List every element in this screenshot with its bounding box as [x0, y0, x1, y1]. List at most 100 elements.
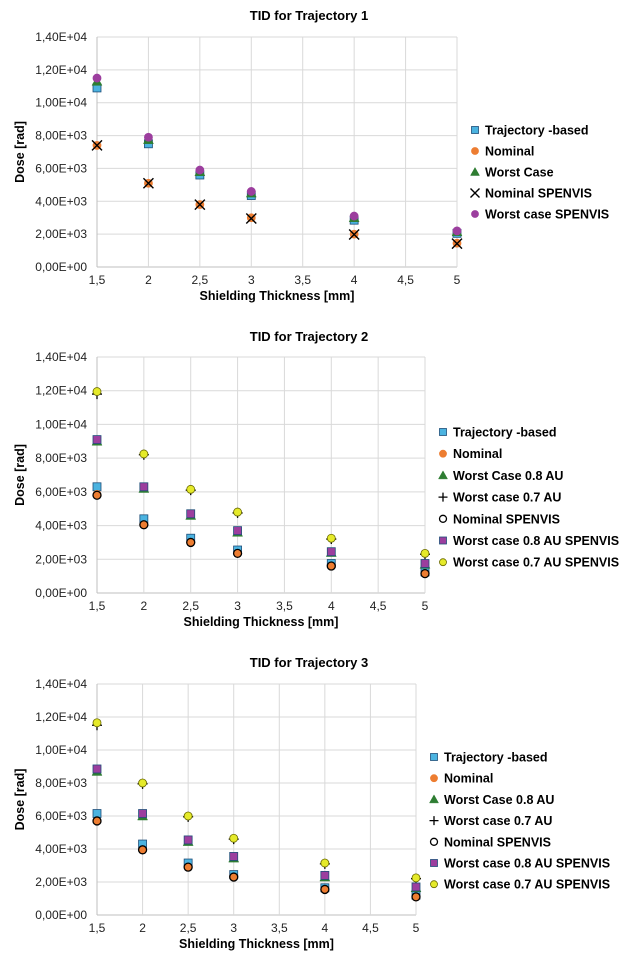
data-point [92, 764, 102, 774]
y-tick-label: 1,40E+04 [35, 30, 87, 44]
data-point [183, 811, 193, 821]
series-2 [92, 816, 421, 902]
y-tick-label: 1,00E+04 [35, 96, 87, 110]
chart-title: TID for Trajectory 2 [250, 329, 368, 344]
y-tick-label: 2,00E+03 [35, 875, 87, 889]
legend-marker [429, 816, 439, 826]
x-tick-label: 4,5 [362, 921, 379, 935]
legend-marker [471, 147, 479, 155]
x-tick-label: 4,5 [397, 273, 414, 287]
legend-label: Worst case 0.7 AU SPENVIS [453, 556, 619, 570]
series-6 [92, 764, 421, 892]
data-point [411, 873, 421, 883]
y-tick-label: 1,40E+04 [35, 677, 87, 691]
legend-marker [439, 449, 447, 458]
series-7 [92, 387, 430, 558]
y-tick-label: 6,00E+03 [35, 161, 87, 175]
x-axis-label: Shielding Thickness [mm] [200, 289, 355, 303]
data-point [232, 548, 243, 559]
y-tick-label: 1,00E+04 [35, 417, 87, 431]
data-point [138, 809, 147, 818]
y-tick-label: 8,00E+03 [35, 776, 87, 790]
legend-label: Nominal [444, 772, 493, 786]
data-point [92, 490, 102, 500]
y-tick-label: 1,00E+04 [35, 743, 87, 757]
x-tick-label: 2 [145, 273, 152, 287]
y-tick-label: 6,00E+03 [35, 485, 87, 499]
legend-label: Worst case 0.8 AU SPENVIS [453, 534, 619, 548]
data-point [246, 187, 256, 196]
data-point [320, 858, 330, 868]
data-point [142, 177, 154, 189]
series-5 [92, 73, 462, 236]
chart-1: TID for Trajectory 1 0,00E+00 2,00E+03 4,00… [13, 8, 609, 303]
x-tick-label: 5 [454, 273, 461, 287]
legend-marker [429, 837, 439, 846]
data-point [420, 548, 430, 558]
legend-marker [470, 166, 480, 176]
data-point [92, 718, 102, 728]
legend-marker [439, 536, 447, 545]
y-tick-label: 2,00E+03 [35, 227, 87, 241]
chart-2: TID for Trajectory 2 0,00E+00 2,00E+03 4,00… [13, 329, 619, 629]
legend-marker [470, 188, 480, 198]
x-tick-label: 2,5 [192, 273, 209, 287]
data-point [92, 482, 102, 492]
legend-marker [429, 794, 439, 804]
y-tick-label: 8,00E+03 [35, 451, 87, 465]
x-tick-label: 2 [139, 921, 146, 935]
legend: Trajectory -based Nominal Worst Case 0.8 A… [438, 426, 619, 570]
data-point [320, 884, 330, 895]
legend-label: Trajectory -based [453, 426, 557, 440]
legend-marker [439, 428, 447, 436]
legend-marker [471, 126, 479, 134]
legend-label: Nominal SPENVIS [485, 187, 592, 201]
data-point [420, 559, 430, 568]
x-tick-label: 3,5 [271, 921, 288, 935]
series-3 [91, 75, 463, 236]
data-point [139, 520, 149, 530]
legend-marker [430, 859, 438, 867]
data-point [451, 238, 463, 250]
y-tick-label: 4,00E+03 [35, 519, 87, 533]
legend-marker [430, 774, 438, 783]
legend-marker [430, 753, 438, 761]
y-axis-label: Dose [rad] [13, 769, 27, 831]
legend-label: Worst case 0.7 AU [453, 491, 561, 505]
x-axis-label: Shielding Thickness [mm] [179, 937, 334, 951]
x-tick-label: 3,5 [276, 599, 293, 613]
x-tick-label: 2 [141, 599, 148, 613]
data-point [92, 387, 102, 396]
data-point [229, 872, 239, 882]
x-tick-label: 3,5 [294, 273, 311, 287]
series-4 [91, 139, 463, 250]
legend-marker [471, 210, 479, 218]
legend-label: Trajectory -based [485, 124, 589, 138]
legend-label: Nominal SPENVIS [444, 835, 551, 849]
legend-label: Nominal [453, 447, 502, 461]
x-tick-label: 1,5 [89, 273, 106, 287]
data-point [452, 226, 462, 236]
legend-marker [438, 514, 448, 523]
legend-label: Worst case SPENVIS [485, 208, 609, 222]
x-tick-label: 2,5 [182, 599, 199, 613]
series-5 [92, 816, 421, 902]
data-point [137, 845, 148, 855]
data-point [183, 862, 193, 872]
legend-label: Worst case 0.7 AU [444, 814, 552, 828]
x-tick-label: 3 [230, 921, 237, 935]
data-point [138, 778, 147, 788]
data-point [139, 482, 149, 492]
x-tick-label: 4 [328, 599, 335, 613]
legend-label: Trajectory -based [444, 751, 548, 765]
data-point [320, 871, 330, 880]
data-point [411, 892, 421, 902]
y-tick-label: 1,20E+04 [35, 63, 87, 77]
data-point [139, 449, 149, 459]
chart-3: TID for Trajectory 3 0,00E+00 2,00E+03 4,00… [13, 655, 610, 951]
y-tick-label: 6,00E+03 [35, 809, 87, 823]
series-4 [92, 720, 421, 884]
y-axis-label: Dose [rad] [13, 121, 27, 183]
data-point [233, 526, 242, 536]
